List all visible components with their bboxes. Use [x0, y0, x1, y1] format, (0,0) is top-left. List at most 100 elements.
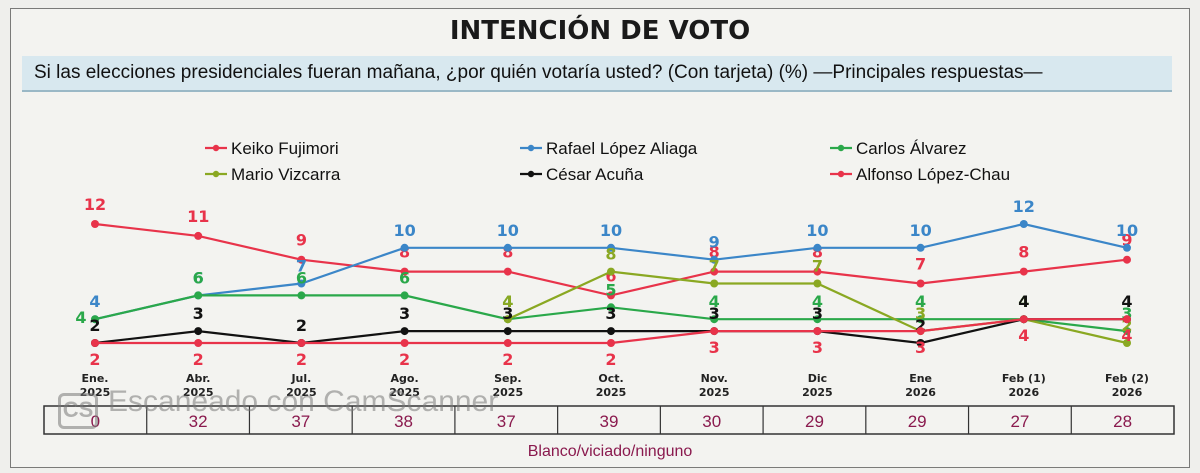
data-label: 8 — [399, 243, 410, 262]
data-label: 9 — [709, 233, 720, 252]
x-tick-label: Ene — [909, 372, 932, 385]
data-label: 3 — [193, 304, 204, 323]
blank-value: 28 — [1113, 412, 1132, 431]
data-point — [710, 315, 719, 324]
x-tick-label: 2026 — [905, 386, 936, 399]
x-tick-label: Abr. — [186, 372, 210, 385]
data-point — [297, 255, 306, 264]
data-point — [710, 255, 719, 264]
data-label: 3 — [709, 304, 720, 323]
legend-label: Rafael López Aliaga — [546, 139, 698, 158]
data-point — [1123, 315, 1131, 324]
data-label: 6 — [193, 268, 204, 287]
data-point — [297, 279, 306, 288]
data-label: 3 — [399, 304, 410, 323]
x-tick-label: 2025 — [699, 386, 730, 399]
data-label: 10 — [497, 221, 519, 240]
x-tick-label: 2025 — [286, 386, 317, 399]
blank-value: 37 — [497, 412, 516, 431]
data-point — [503, 327, 512, 336]
data-label: 3 — [709, 338, 720, 357]
data-label: 9 — [296, 231, 307, 250]
data-label: 2 — [296, 350, 307, 369]
data-label: 4 — [75, 308, 86, 327]
x-tick-label: Dic — [808, 372, 827, 385]
data-label: 8 — [812, 243, 823, 262]
data-label: 7 — [812, 257, 823, 276]
data-point — [916, 339, 925, 347]
data-label: 3 — [915, 304, 926, 323]
data-label: 10 — [600, 221, 622, 240]
blank-value: 37 — [291, 412, 310, 431]
data-point — [400, 291, 409, 300]
data-point — [607, 339, 615, 347]
data-point — [91, 220, 99, 228]
legend-marker — [527, 170, 535, 178]
data-label: 8 — [605, 245, 616, 264]
x-tick-label: Jul. — [290, 372, 311, 385]
data-point — [91, 315, 99, 324]
data-label: 6 — [193, 268, 204, 287]
data-label: 4 — [1018, 292, 1029, 311]
data-label: 4 — [89, 292, 100, 311]
data-label: 2 — [89, 316, 100, 335]
data-point — [813, 315, 822, 324]
data-point — [607, 243, 615, 252]
legend-label: Mario Vizcarra — [231, 165, 341, 184]
blank-table — [43, 405, 1175, 435]
x-tick-label: Feb (2) — [1105, 372, 1149, 385]
blank-value: 39 — [600, 412, 619, 431]
data-label: 6 — [399, 268, 410, 287]
data-point — [607, 291, 615, 300]
chart-subtitle: Si las elecciones presidenciales fueran … — [34, 62, 1043, 83]
legend-marker — [837, 170, 845, 178]
data-label: 10 — [393, 221, 415, 240]
data-point — [297, 339, 306, 347]
blank-value: 0 — [91, 412, 100, 431]
data-label: 3 — [502, 304, 513, 323]
data-label: 4 — [1121, 292, 1132, 311]
data-label: 8 — [1018, 243, 1029, 262]
data-label: 8 — [502, 243, 513, 262]
data-label: 9 — [1121, 231, 1132, 250]
data-point — [710, 279, 719, 288]
data-point — [607, 327, 615, 336]
legend-label: Carlos Álvarez — [856, 139, 967, 158]
data-point — [813, 279, 822, 288]
data-label: 2 — [193, 350, 204, 369]
data-label: 8 — [709, 243, 720, 262]
data-point — [1123, 339, 1131, 347]
legend-marker — [212, 144, 220, 152]
data-point — [1123, 243, 1131, 252]
data-label: 7 — [915, 255, 926, 274]
data-label: 2 — [1121, 316, 1132, 335]
data-label: 4 — [502, 292, 513, 311]
x-tick-label: Oct. — [598, 372, 623, 385]
chart-title: INTENCIÓN DE VOTO — [449, 16, 751, 46]
data-label: 2 — [89, 350, 100, 369]
data-label: 2 — [296, 316, 307, 335]
data-label: 3 — [605, 304, 616, 323]
data-point — [503, 315, 512, 324]
data-label: 12 — [84, 195, 106, 214]
data-label: 7 — [709, 257, 720, 276]
data-label: 3 — [915, 338, 926, 357]
data-label: 4 — [915, 292, 926, 311]
blank-row-label: Blanco/viciado/ninguno — [528, 443, 693, 460]
question-band: Si las elecciones presidenciales fueran … — [22, 56, 1172, 92]
data-label: 11 — [187, 207, 209, 226]
data-point — [400, 267, 409, 276]
data-label: 5 — [605, 280, 616, 299]
data-label: 4 — [812, 292, 823, 311]
x-tick-label: 2025 — [492, 386, 523, 399]
data-label: 6 — [296, 268, 307, 287]
data-point — [400, 243, 409, 252]
data-point — [1019, 315, 1028, 324]
legend-marker — [527, 144, 535, 152]
data-point — [710, 327, 719, 336]
x-tick-label: Feb (1) — [1002, 372, 1046, 385]
legend-marker — [837, 144, 845, 152]
blank-value: 27 — [1010, 412, 1029, 431]
blank-value: 30 — [702, 412, 721, 431]
